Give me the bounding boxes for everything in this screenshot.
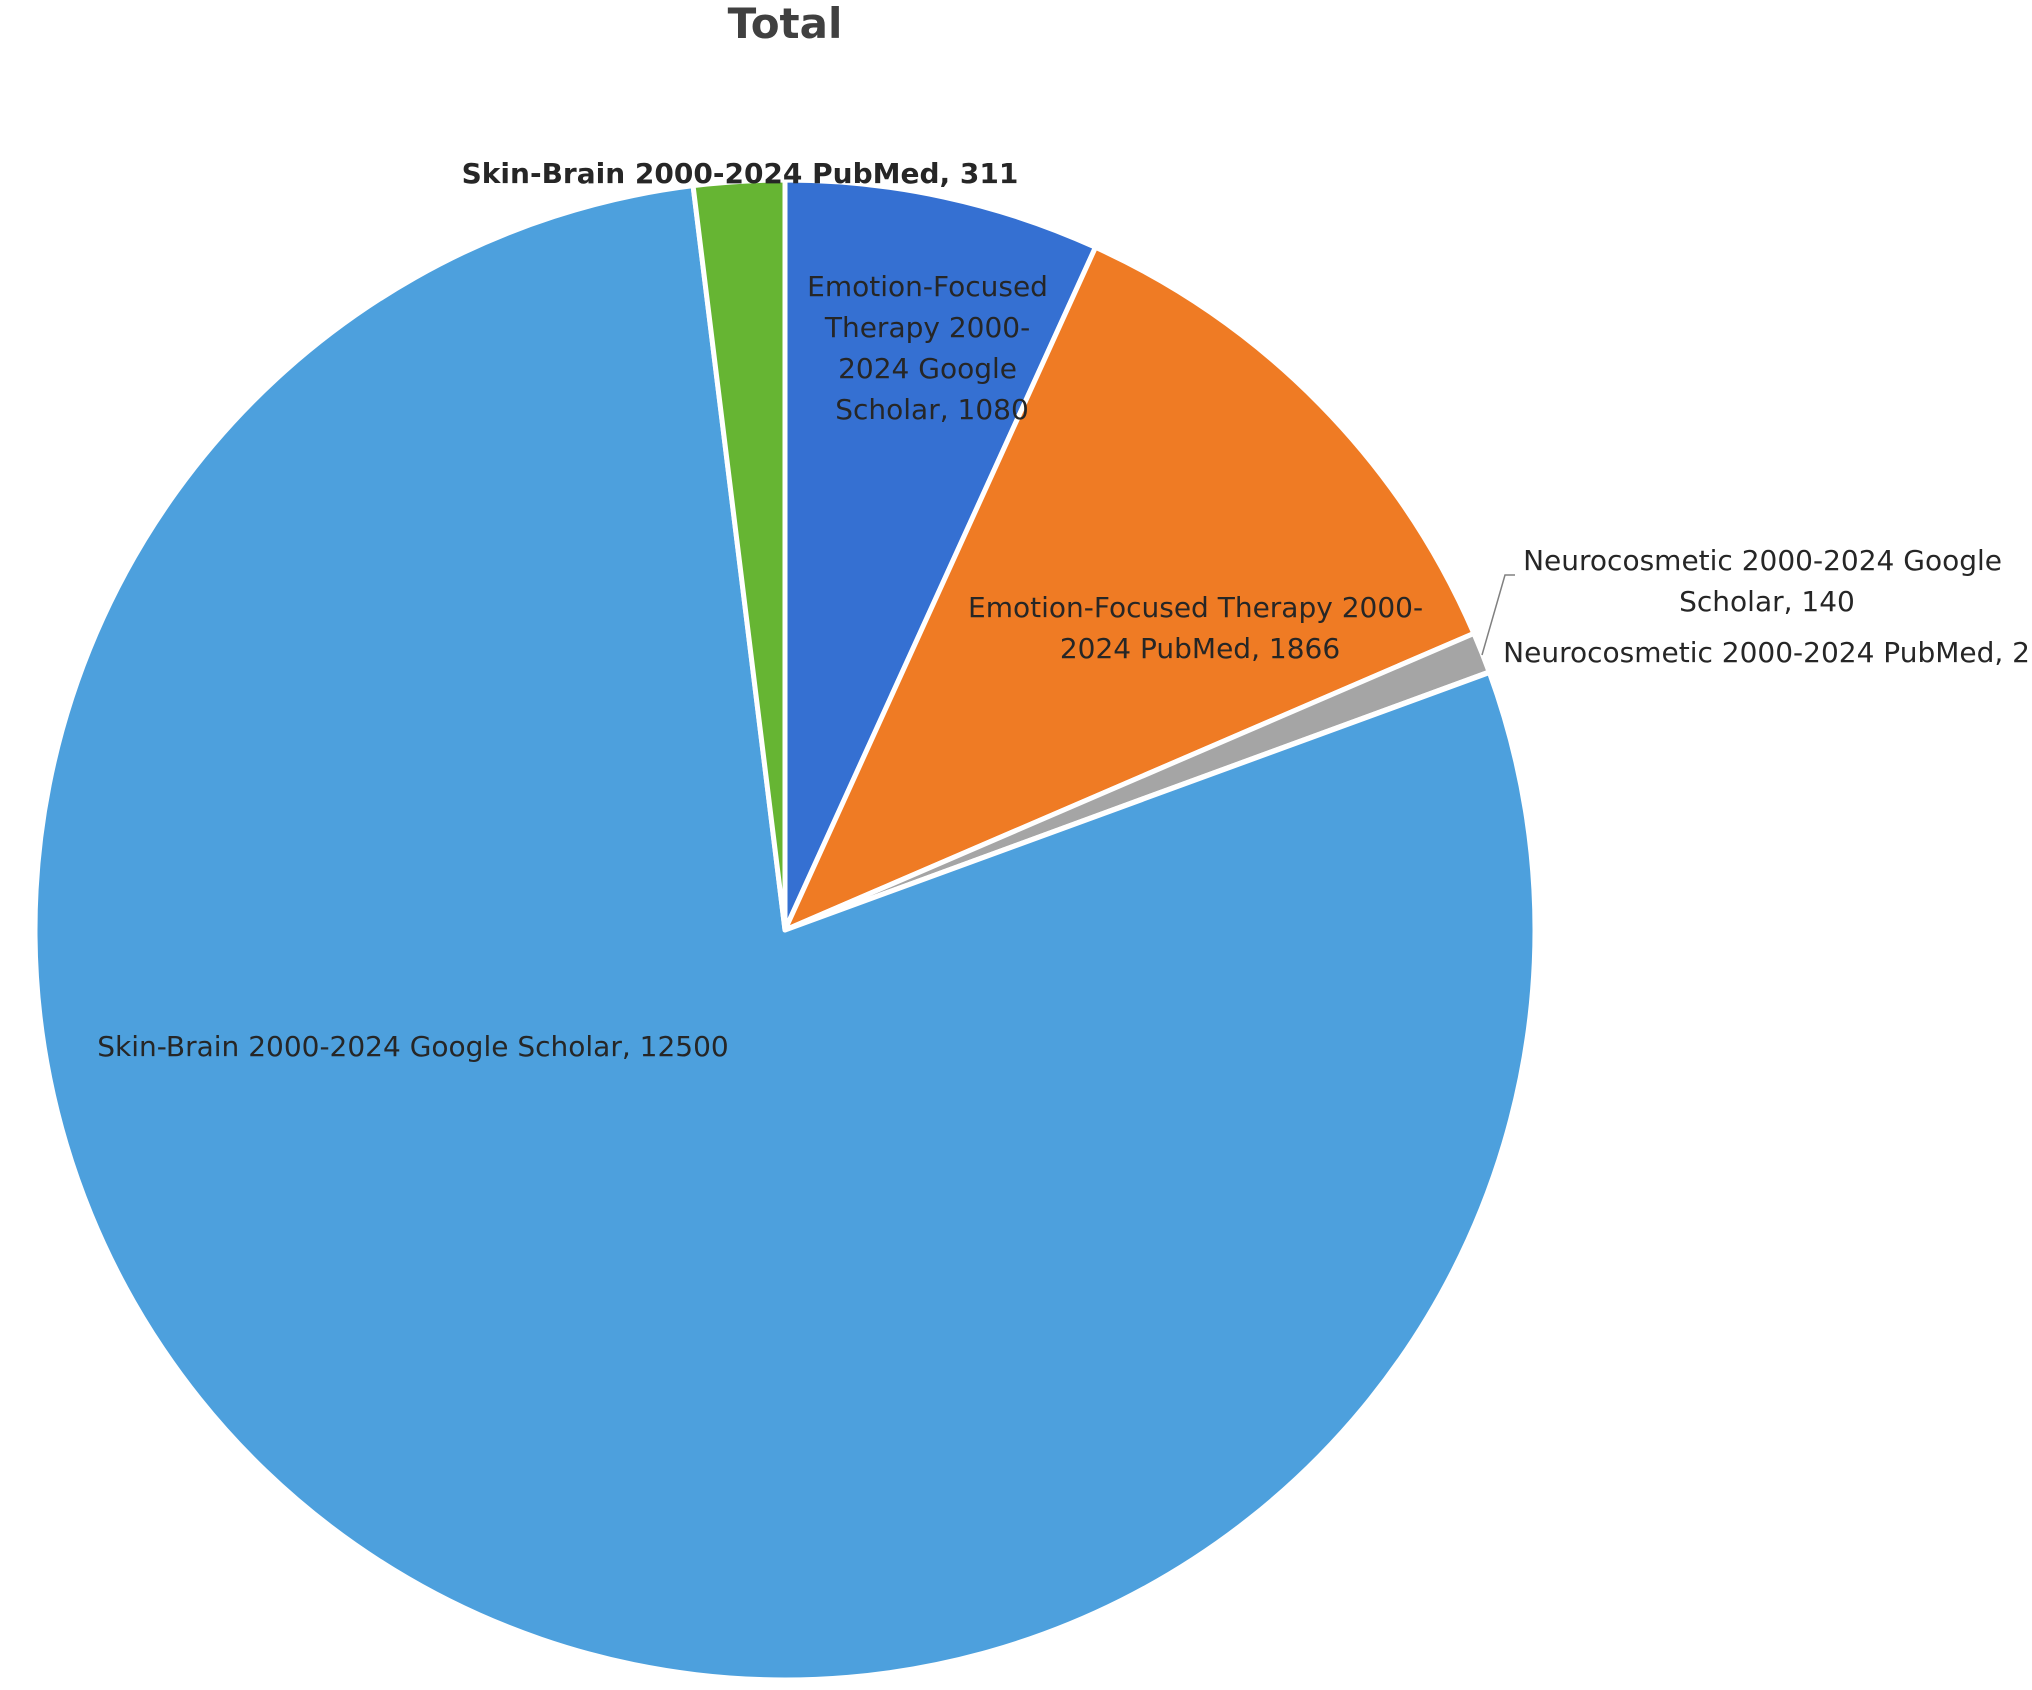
slice-skin-brain-2000-2024-google-scholar — [32, 183, 1538, 1683]
label-neurocosmetic-pubmed: Neurocosmetic 2000-2024 PubMed, 2 — [1503, 636, 2030, 669]
pie-slices — [32, 177, 1538, 1683]
label-neurocosmetic-google-scholar: Neurocosmetic 2000-2024 Google Scholar, … — [1523, 544, 2011, 618]
label-eft-pubmed: Emotion-Focused Therapy 2000- 2024 PubMe… — [968, 591, 1432, 665]
chart-title: Total — [728, 0, 843, 48]
slice-skin-brain-2000-2024-pubmed — [690, 177, 788, 933]
slice-emotion-focused-therapy-2000-2024-pubmed — [782, 244, 1477, 933]
label-skin-brain-google-scholar: Skin-Brain 2000-2024 Google Scholar, 125… — [97, 1030, 728, 1063]
label-skin-brain-pubmed: Skin-Brain 2000-2024 PubMed, 311 — [462, 157, 1019, 190]
slice-emotion-focused-therapy-2000-2024-google-scholar — [782, 177, 1098, 933]
label-eft-google-scholar: Emotion-Focused Therapy 2000- 2024 Googl… — [807, 270, 1057, 426]
leader-line-neurocosmetic-google-scholar — [1481, 574, 1515, 656]
